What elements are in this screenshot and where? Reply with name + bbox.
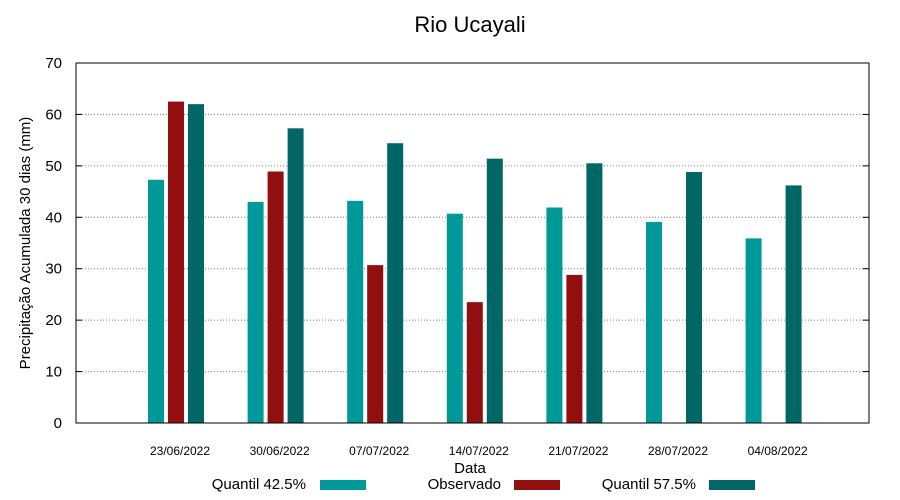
bar-observado-0 (168, 101, 184, 424)
bar-quantil-42-5--0 (148, 179, 164, 423)
legend-label: Quantil 57.5% (602, 476, 696, 493)
bars (148, 101, 802, 424)
bar-quantil-57-5--4 (586, 163, 603, 424)
x-tick-label: 14/07/2022 (449, 444, 509, 458)
y-tick-label: 30 (45, 261, 62, 278)
y-tick-label: 20 (45, 312, 62, 329)
y-tick-label: 10 (45, 364, 62, 381)
bar-quantil-42-5--2 (347, 200, 364, 423)
x-tick-label: 28/07/2022 (648, 444, 708, 458)
x-axis-ticks: 23/06/2022 30/06/2022 07/07/2022 14/07/2022… (150, 444, 808, 458)
legend-swatch (320, 480, 366, 490)
bar-observado-3 (466, 302, 483, 423)
bar-observado-1 (267, 171, 284, 423)
x-tick-label: 21/07/2022 (548, 444, 608, 458)
bar-quantil-57-5--3 (486, 158, 503, 423)
bar-quantil-42-5--6 (745, 238, 762, 423)
x-tick-label: 23/06/2022 (150, 444, 210, 458)
x-tick-label: 04/08/2022 (748, 444, 808, 458)
bar-quantil-42-5--5 (646, 221, 662, 423)
y-tick-label: 70 (45, 55, 62, 72)
y-tick-label: 0 (54, 415, 62, 432)
legend-swatch (514, 480, 560, 490)
x-axis-label: Data (454, 460, 486, 477)
bar-quantil-57-5--5 (686, 172, 702, 423)
bar-quantil-42-5--4 (546, 207, 563, 423)
legend-label: Observado (428, 476, 501, 493)
y-tick-label: 60 (45, 106, 62, 123)
bar-observado-2 (367, 265, 384, 423)
bar-quantil-57-5--2 (387, 143, 404, 423)
legend-label: Quantil 42.5% (212, 476, 306, 493)
legend-swatch (709, 480, 755, 490)
bar-quantil-57-5--6 (785, 185, 802, 423)
y-tick-label: 50 (45, 158, 62, 175)
bar-quantil-42-5--1 (247, 201, 264, 423)
y-tick-label: 40 (45, 209, 62, 226)
bar-quantil-42-5--3 (446, 213, 463, 423)
bar-quantil-57-5--0 (188, 104, 204, 424)
y-axis-label: Precipitação Acumulada 30 dias (mm) (17, 117, 34, 370)
grid-lines (76, 113, 869, 373)
bar-observado-4 (566, 274, 583, 423)
legend: Quantil 42.5% Observado Quantil 57.5% (212, 476, 755, 493)
plot-frame (75, 62, 870, 424)
chart-title: Rio Ucayali (414, 12, 525, 37)
x-tick-label: 30/06/2022 (250, 444, 310, 458)
bar-quantil-57-5--1 (287, 128, 304, 424)
y-axis-ticks: 0 10 20 30 40 50 60 70 (45, 55, 869, 432)
x-tick-label: 07/07/2022 (349, 444, 409, 458)
